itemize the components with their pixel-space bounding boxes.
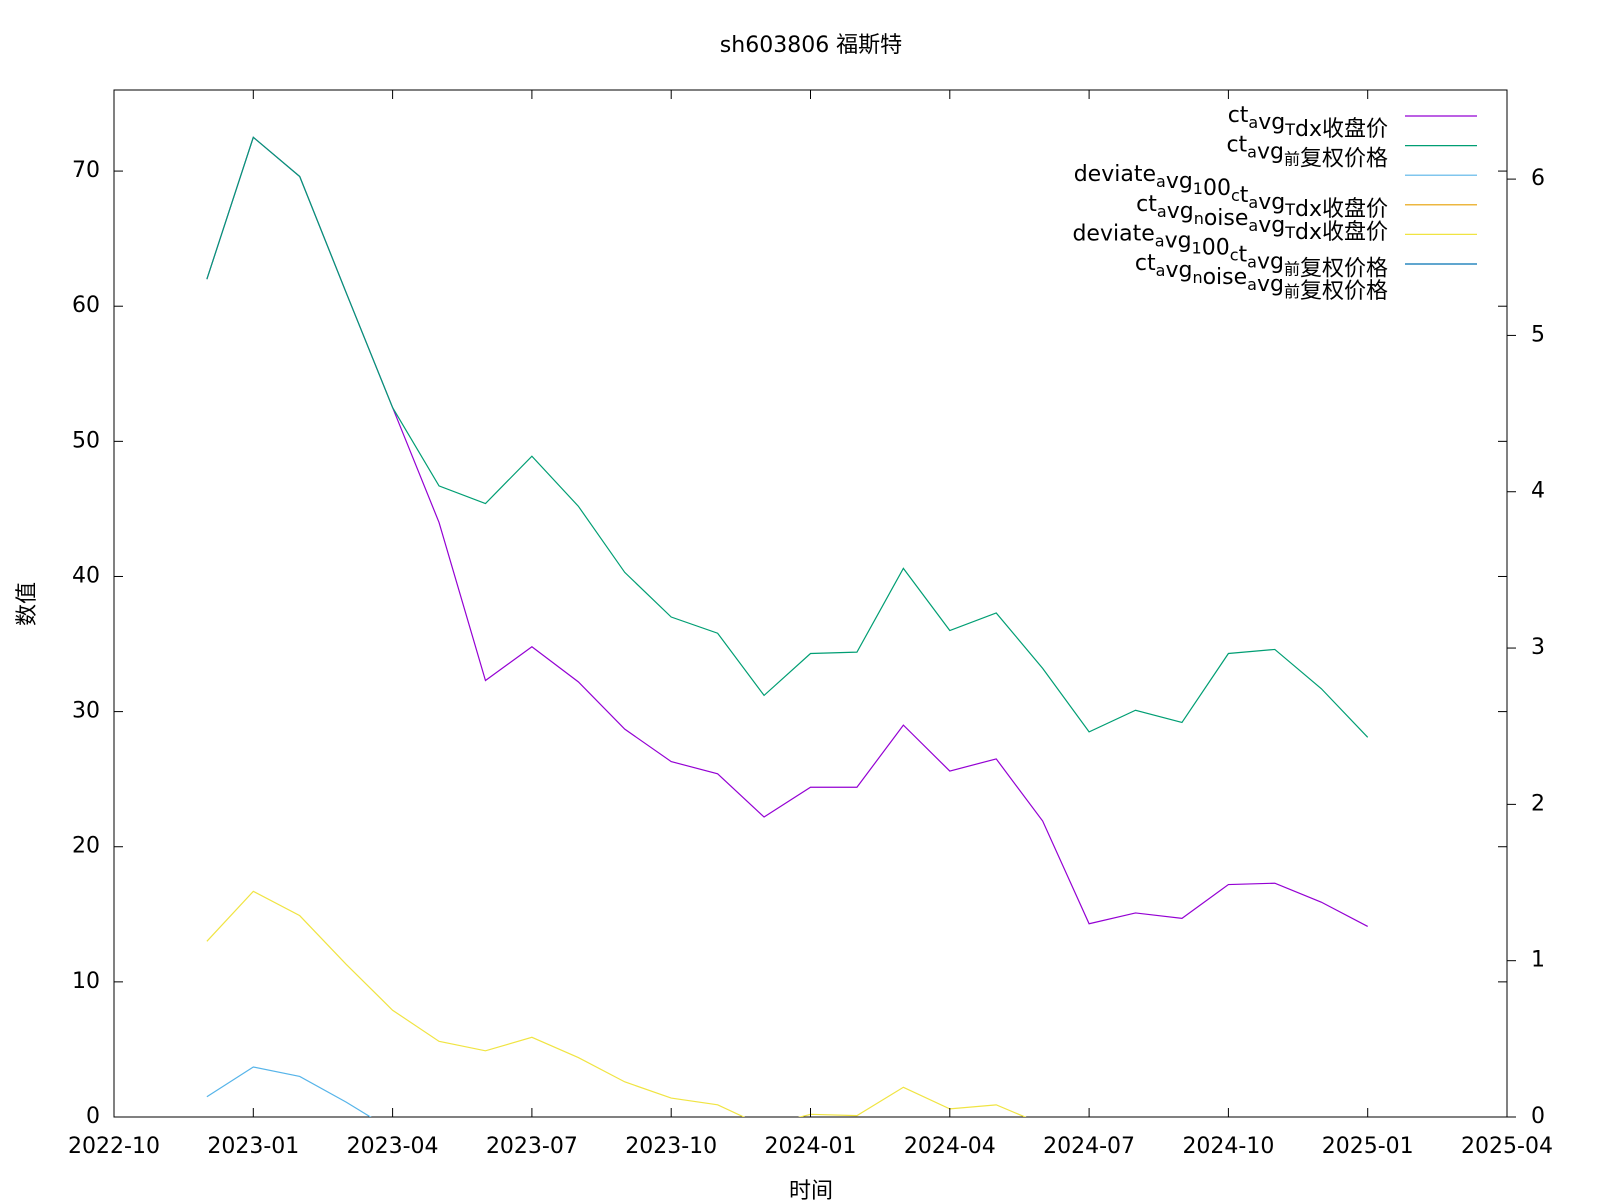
x-tick-label: 2023-07 bbox=[486, 1134, 578, 1159]
y2-tick-label: 3 bbox=[1531, 635, 1545, 660]
y-tick-label: 0 bbox=[86, 1104, 100, 1129]
series-line bbox=[206, 890, 1027, 1117]
series-line bbox=[206, 136, 1369, 738]
x-tick-label: 2024-07 bbox=[1043, 1134, 1135, 1159]
series-line bbox=[206, 1066, 372, 1117]
x-tick-label: 2024-04 bbox=[904, 1134, 996, 1159]
y2-tick-label: 4 bbox=[1531, 479, 1545, 504]
y2-tick-label: 6 bbox=[1531, 166, 1545, 191]
legend-label: ctavgnoiseavg前复权价格 bbox=[1135, 251, 1388, 304]
x-tick-label: 2023-01 bbox=[207, 1134, 299, 1159]
x-tick-label: 2025-01 bbox=[1322, 1134, 1414, 1159]
x-tick-label: 2025-04 bbox=[1461, 1134, 1553, 1159]
y-tick-label: 20 bbox=[72, 834, 100, 859]
y2-tick-label: 2 bbox=[1531, 791, 1545, 816]
y-tick-label: 30 bbox=[72, 699, 100, 724]
x-tick-label: 2023-04 bbox=[347, 1134, 439, 1159]
chart-title: sh603806 福斯特 bbox=[720, 33, 902, 58]
y2-tick-label: 1 bbox=[1531, 948, 1545, 973]
plot-lines bbox=[206, 136, 1369, 1117]
x-tick-label: 2024-01 bbox=[765, 1134, 857, 1159]
legend-label: deviateavg100ctavg前复权价格 bbox=[1072, 221, 1388, 281]
y-tick-label: 70 bbox=[72, 158, 100, 183]
x-tick-label: 2024-10 bbox=[1182, 1134, 1274, 1159]
y2-tick-label: 0 bbox=[1531, 1104, 1545, 1129]
series-line bbox=[206, 136, 1368, 927]
y-axis-label: 数值 bbox=[15, 582, 40, 626]
x-axis-label: 时间 bbox=[789, 1179, 833, 1200]
y-tick-label: 60 bbox=[72, 293, 100, 318]
y2-tick-label: 5 bbox=[1531, 322, 1545, 347]
legend-label: ctavgTdx收盘价 bbox=[1228, 103, 1388, 142]
legend-label: ctavgnoiseavgTdx收盘价 bbox=[1136, 192, 1388, 245]
legend-label: ctavg前复权价格 bbox=[1226, 133, 1388, 172]
y-tick-label: 40 bbox=[72, 563, 100, 588]
legend-label: deviateavg100ctavgTdx收盘价 bbox=[1074, 162, 1388, 222]
x-tick-label: 2022-10 bbox=[68, 1134, 160, 1159]
x-tick-label: 2023-10 bbox=[625, 1134, 717, 1159]
y-tick-label: 50 bbox=[72, 428, 100, 453]
y-tick-label: 10 bbox=[72, 969, 100, 994]
